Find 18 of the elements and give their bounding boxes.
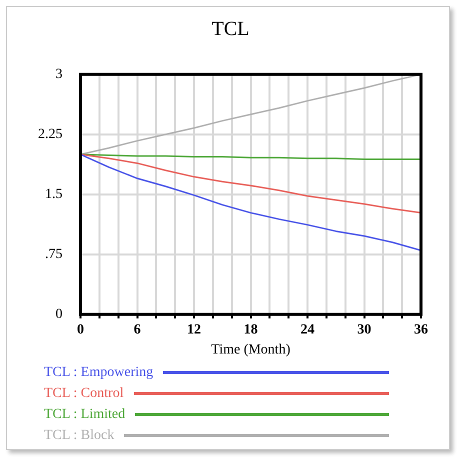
y-tick-label: 0 [56,307,62,322]
text: TCL : Control [44,386,124,402]
x-tick-label: 6 [134,322,141,338]
x-tick-label: 12 [187,322,201,338]
x-tick-label: 30 [357,322,372,338]
text: TCL : Empowering [44,364,154,380]
y-tick-label: .75 [45,247,62,262]
chart-title: TCL [210,18,250,41]
x-axis-title: Time (Month) [211,342,291,358]
y-tick-label: 2.25 [38,127,62,142]
y-tick-label: 3 [56,67,62,82]
x-tick-label: 18 [244,322,258,338]
text: TCL : Limited [44,406,126,422]
x-tick-label: 24 [300,322,314,338]
text: TCL : Block [44,428,114,444]
x-tick-label: 36 [414,322,428,338]
x-tick-label: 0 [77,322,84,338]
y-tick-label: 1.5 [45,187,62,202]
